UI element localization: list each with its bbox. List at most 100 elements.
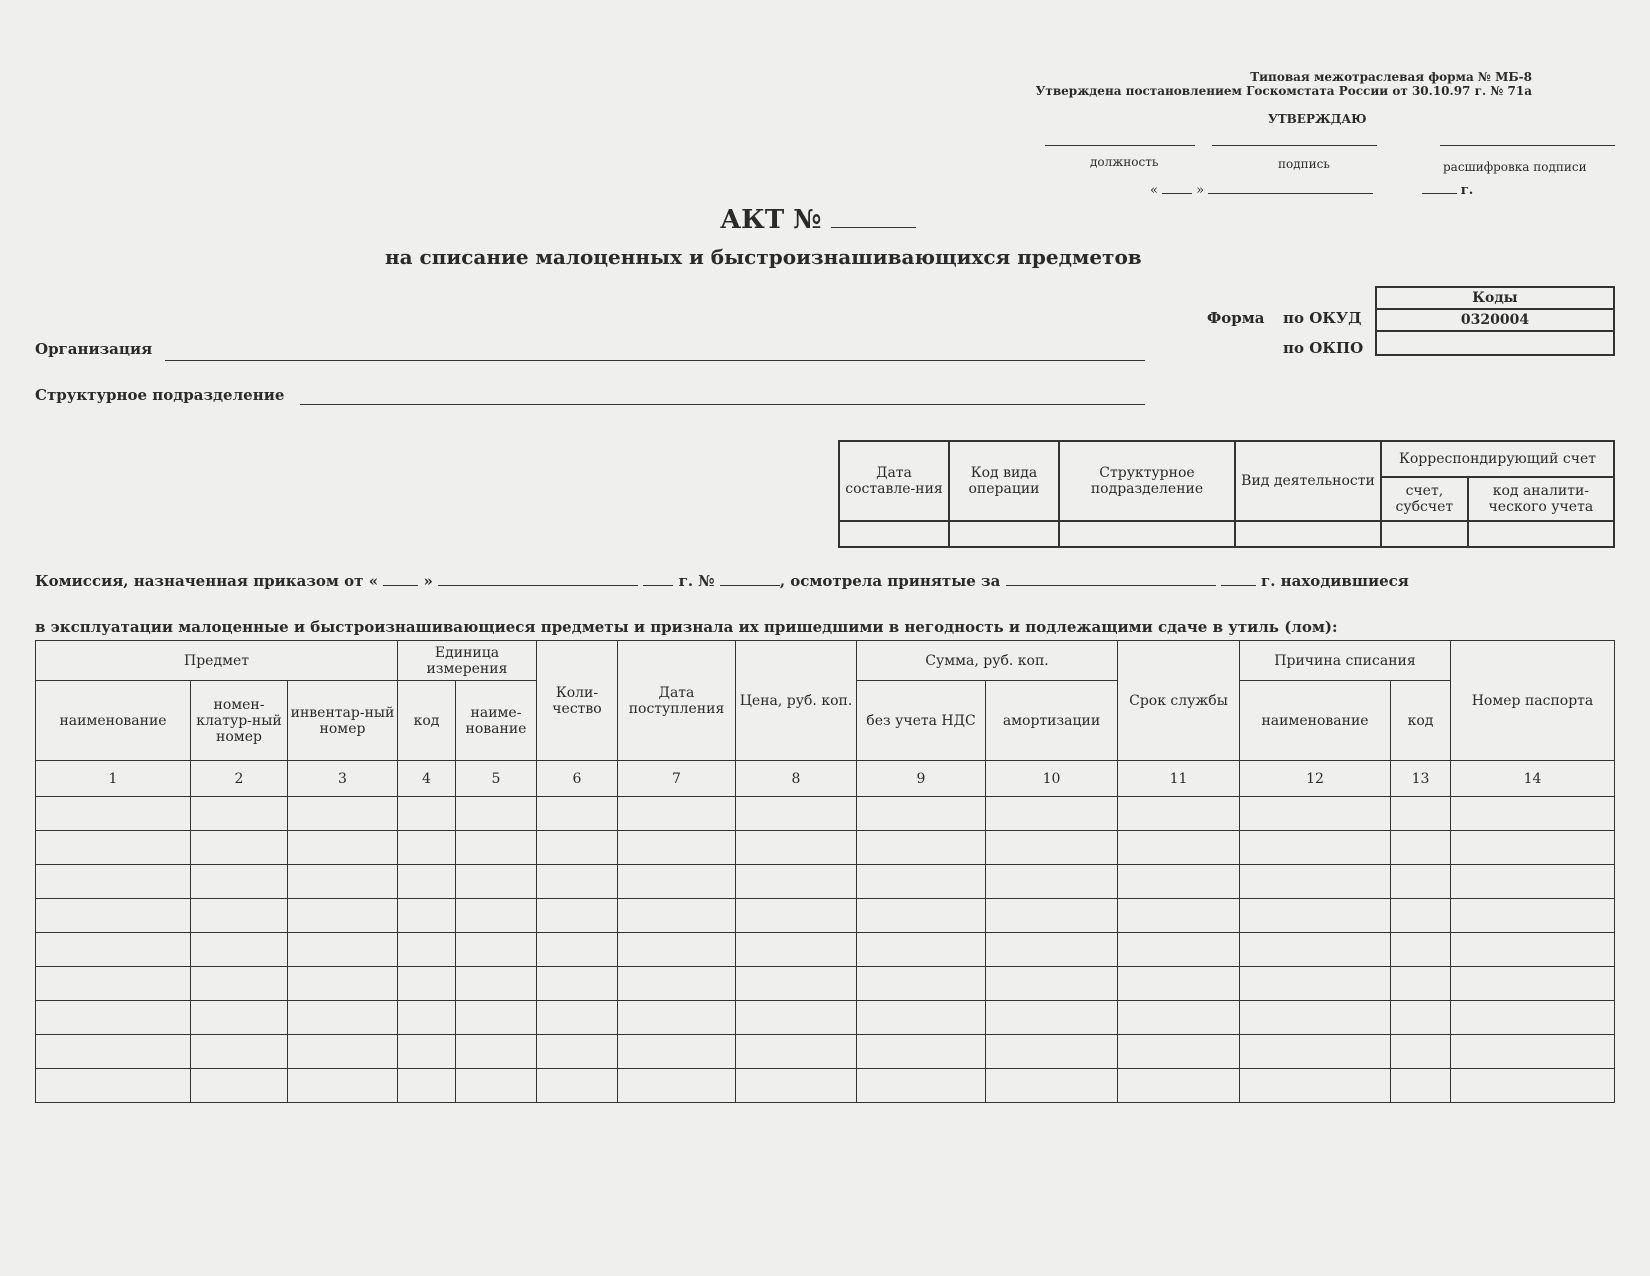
table-cell[interactable] [1117,864,1240,899]
table-cell[interactable] [536,1068,618,1103]
table-cell[interactable] [536,864,618,899]
table-cell[interactable] [1450,1034,1615,1069]
table-cell[interactable] [35,830,191,865]
table-cell[interactable] [985,966,1118,1001]
table-cell[interactable] [1239,796,1391,831]
table-cell[interactable] [617,932,736,967]
table-cell[interactable] [1117,830,1240,865]
table-cell[interactable] [397,796,456,831]
table-cell[interactable] [1390,932,1451,967]
okpo-value[interactable] [1375,330,1615,356]
department-field[interactable] [300,404,1145,405]
table-cell[interactable] [1450,796,1615,831]
table-cell[interactable] [856,796,986,831]
table-cell[interactable] [190,864,288,899]
table-cell[interactable] [397,966,456,1001]
table-cell[interactable] [617,864,736,899]
table-cell[interactable] [1450,830,1615,865]
table-cell[interactable] [1117,1068,1240,1103]
table-cell[interactable] [455,830,537,865]
table-cell[interactable] [985,1068,1118,1103]
table-cell[interactable] [1450,932,1615,967]
table-cell[interactable] [35,1034,191,1069]
table-cell[interactable] [1239,1034,1391,1069]
table-cell[interactable] [35,898,191,933]
table-cell[interactable] [287,898,398,933]
cell-department[interactable] [1058,520,1236,548]
table-cell[interactable] [287,932,398,967]
table-cell[interactable] [1117,966,1240,1001]
cell-date[interactable] [838,520,950,548]
table-cell[interactable] [985,864,1118,899]
table-cell[interactable] [455,966,537,1001]
table-cell[interactable] [397,1068,456,1103]
table-cell[interactable] [985,796,1118,831]
okud-value[interactable]: 0320004 [1375,308,1615,332]
table-cell[interactable] [1390,1000,1451,1035]
table-cell[interactable] [617,796,736,831]
accepted-year-field[interactable] [1220,585,1256,586]
table-cell[interactable] [1390,830,1451,865]
table-cell[interactable] [35,796,191,831]
table-cell[interactable] [735,932,857,967]
table-cell[interactable] [536,932,618,967]
table-cell[interactable] [455,864,537,899]
accepted-period-field[interactable] [1005,585,1216,586]
table-cell[interactable] [735,864,857,899]
order-year-field[interactable] [643,585,674,586]
table-cell[interactable] [455,1000,537,1035]
table-cell[interactable] [1239,932,1391,967]
table-cell[interactable] [536,1000,618,1035]
table-cell[interactable] [35,864,191,899]
table-cell[interactable] [856,898,986,933]
table-cell[interactable] [617,1000,736,1035]
table-cell[interactable] [455,1034,537,1069]
signature-line[interactable] [1212,145,1377,146]
table-cell[interactable] [35,1000,191,1035]
order-number-field[interactable] [719,585,780,586]
table-cell[interactable] [1450,898,1615,933]
table-cell[interactable] [735,898,857,933]
table-cell[interactable] [455,1068,537,1103]
table-cell[interactable] [856,1000,986,1035]
table-cell[interactable] [856,864,986,899]
position-line[interactable] [1045,145,1195,146]
table-cell[interactable] [397,864,456,899]
table-cell[interactable] [1117,932,1240,967]
table-cell[interactable] [856,932,986,967]
act-number-field[interactable] [830,207,916,228]
table-cell[interactable] [536,898,618,933]
decode-line[interactable] [1440,145,1615,146]
table-cell[interactable] [455,898,537,933]
table-cell[interactable] [1117,796,1240,831]
table-cell[interactable] [617,898,736,933]
table-cell[interactable] [35,966,191,1001]
table-cell[interactable] [190,830,288,865]
table-cell[interactable] [35,932,191,967]
table-cell[interactable] [1390,1068,1451,1103]
table-cell[interactable] [1239,864,1391,899]
table-cell[interactable] [1390,864,1451,899]
table-cell[interactable] [985,932,1118,967]
table-cell[interactable] [397,830,456,865]
table-cell[interactable] [1390,898,1451,933]
table-cell[interactable] [536,1034,618,1069]
table-cell[interactable] [1390,1034,1451,1069]
table-cell[interactable] [536,796,618,831]
table-cell[interactable] [287,1000,398,1035]
table-cell[interactable] [1117,1000,1240,1035]
table-cell[interactable] [856,830,986,865]
table-cell[interactable] [397,1000,456,1035]
table-cell[interactable] [287,966,398,1001]
table-cell[interactable] [190,966,288,1001]
table-cell[interactable] [1450,1068,1615,1103]
table-cell[interactable] [735,1034,857,1069]
table-cell[interactable] [735,1068,857,1103]
table-cell[interactable] [1390,796,1451,831]
table-cell[interactable] [617,966,736,1001]
table-cell[interactable] [190,1034,288,1069]
table-cell[interactable] [1239,898,1391,933]
table-cell[interactable] [397,898,456,933]
table-cell[interactable] [536,966,618,1001]
cell-analytic-code[interactable] [1466,520,1616,548]
